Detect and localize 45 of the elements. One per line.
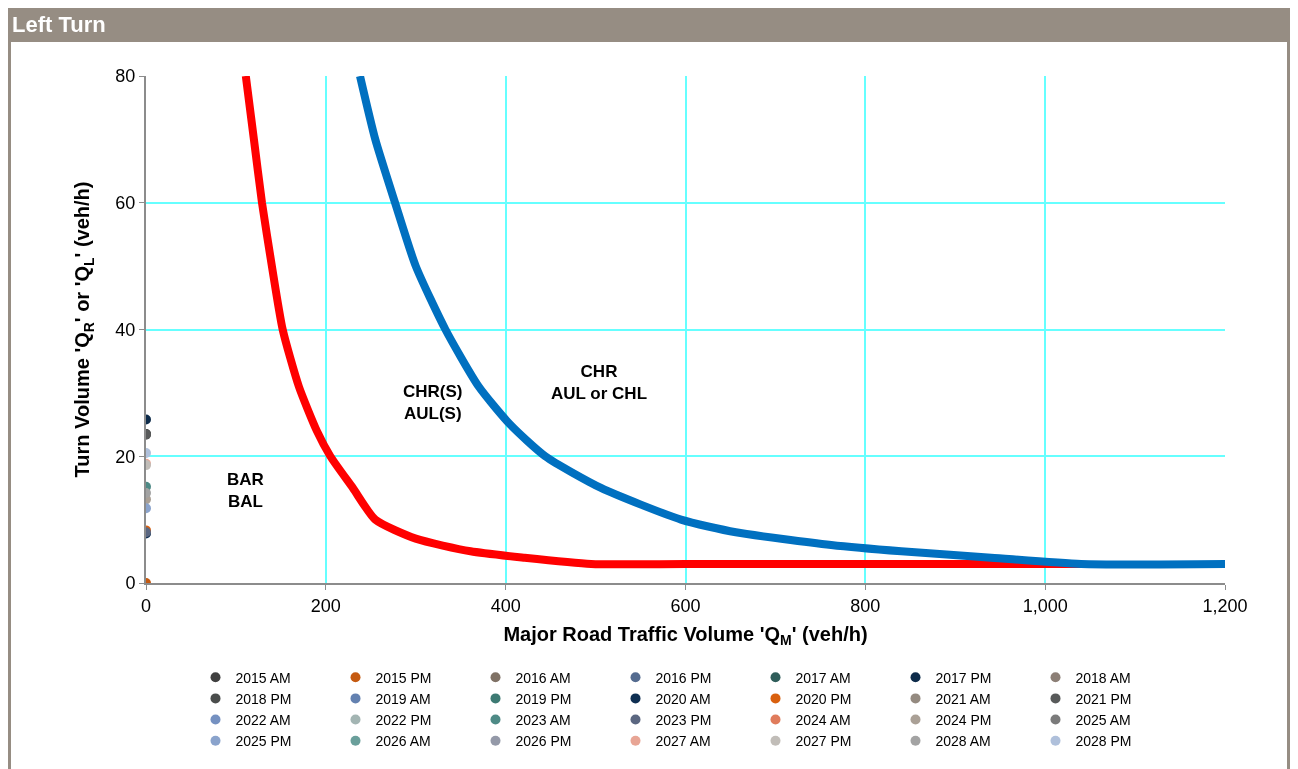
x-axis-title: Major Road Traffic Volume 'Q$_{M}$' (veh/h): [503, 622, 868, 648]
legend-label: 2026 PM: [515, 733, 572, 750]
legend-label: 2022 AM: [235, 712, 291, 729]
legend-label: 2027 AM: [655, 733, 711, 750]
x-tick-label: 1,000: [1022, 595, 1068, 616]
y-tick-label: 0: [125, 573, 136, 594]
legend-label: 2018 AM: [1075, 669, 1131, 686]
y-tick-label: 20: [115, 446, 136, 467]
legend-label: 2016 PM: [655, 669, 712, 686]
y-tick-label: 40: [115, 319, 136, 340]
legend-label: 2018 PM: [235, 690, 292, 707]
legend-label: 2015 AM: [235, 669, 291, 686]
legend-label: 2028 AM: [935, 733, 991, 750]
annotation: BAR BAL: [227, 470, 264, 512]
x-tick-label: 400: [490, 595, 521, 616]
chart-title: Left Turn: [8, 8, 1290, 42]
legend-label: 2027 PM: [795, 733, 852, 750]
x-tick-label: 200: [310, 595, 341, 616]
legend-label: 2024 AM: [795, 712, 851, 729]
legend-label: 2025 PM: [235, 733, 292, 750]
legend-label: 2017 PM: [935, 669, 992, 686]
legend-label: 2023 PM: [655, 712, 712, 729]
annotation: CHR(S) AUL(S): [403, 382, 463, 424]
legend-label: 2024 PM: [935, 712, 992, 729]
legend-label: 2023 AM: [515, 712, 571, 729]
x-tick-label: 800: [850, 595, 881, 616]
legend-label: 2019 PM: [515, 690, 572, 707]
legend-label: 2026 AM: [375, 733, 431, 750]
legend-label: 2016 AM: [515, 669, 571, 686]
legend-label: 2015 PM: [375, 669, 432, 686]
legend-label: 2019 AM: [375, 690, 431, 707]
y-tick-label: 80: [115, 66, 136, 87]
legend-label: 2017 AM: [795, 669, 851, 686]
x-tick-label: 1,200: [1202, 595, 1248, 616]
legend-label: 2020 AM: [655, 690, 711, 707]
legend-label: 2022 PM: [375, 712, 432, 729]
legend-label: 2021 AM: [935, 690, 991, 707]
y-tick-label: 60: [115, 193, 136, 214]
legend-label: 2021 PM: [1075, 690, 1132, 707]
annotation: CHR AUL or CHL: [551, 362, 648, 404]
legend-label: 2028 PM: [1075, 733, 1132, 750]
legend-label: 2020 PM: [795, 690, 852, 707]
legend-label: 2025 AM: [1075, 712, 1131, 729]
x-tick-label: 0: [140, 595, 152, 616]
x-tick-label: 600: [670, 595, 701, 616]
